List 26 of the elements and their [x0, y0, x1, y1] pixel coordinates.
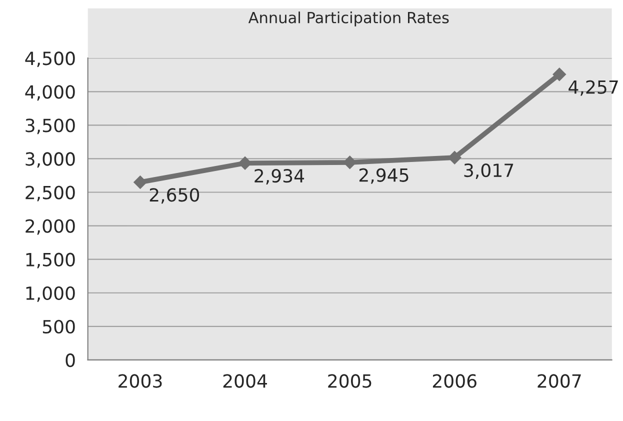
point — [448, 150, 462, 164]
y-tick-label: 3,000 — [26, 152, 75, 168]
y-tick-label: 1,500 — [26, 252, 75, 268]
chart-title: Annual Participation Rates — [248, 12, 449, 26]
y-tick-label: 1,000 — [26, 286, 75, 302]
point — [552, 68, 566, 81]
data-label: 2,945 — [359, 168, 408, 184]
data-label: 3,017 — [464, 163, 514, 179]
y-tick-label: 2,500 — [26, 186, 75, 202]
x-tick-label: 2003 — [118, 374, 162, 388]
y-tick-label: 4,500 — [25, 52, 75, 68]
x-tick-label: 2007 — [538, 374, 581, 388]
y-tick-label: 4,000 — [25, 85, 75, 101]
x-tick-label: 2005 — [328, 374, 372, 388]
y-tick-label: 500 — [42, 320, 75, 334]
point — [238, 156, 252, 170]
x-tick-label: 2004 — [223, 374, 267, 388]
point — [343, 156, 356, 169]
data-label: 2,934 — [254, 169, 304, 185]
x-tick-label: 2006 — [432, 374, 476, 388]
y-tick-label: 2,000 — [26, 219, 75, 235]
y-tick-label: 0 — [66, 353, 75, 368]
data-label: 2,650 — [150, 188, 200, 204]
y-tick-label: 3,500 — [26, 118, 75, 134]
point — [134, 176, 147, 189]
data-label: 4,257 — [568, 80, 618, 96]
